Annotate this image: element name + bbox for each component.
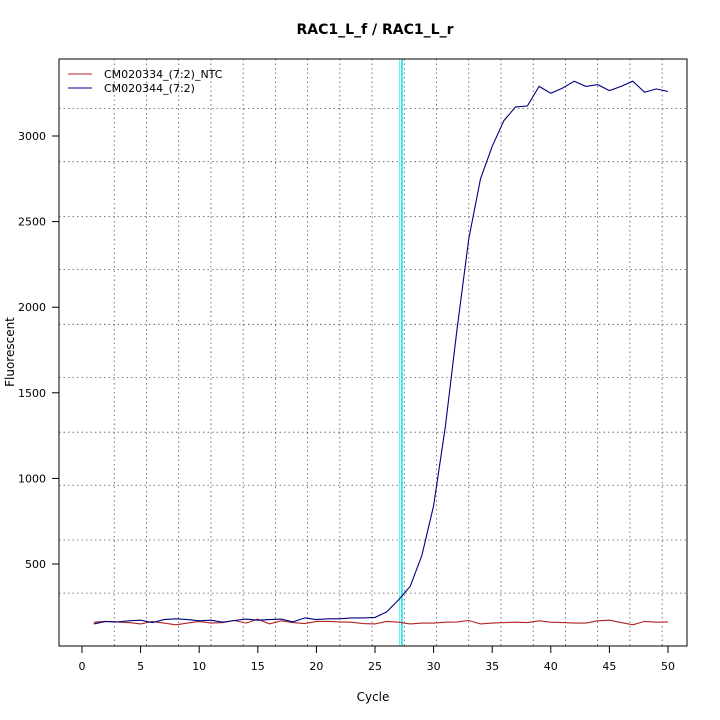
y-tick-label: 2000 <box>18 301 46 314</box>
x-tick-label: 10 <box>192 660 206 673</box>
y-axis: 500 1000 1500 2000 2500 3000 <box>18 130 60 571</box>
legend-label-1: CM020344_(7:2) <box>104 82 195 95</box>
x-tick-label: 0 <box>79 660 86 673</box>
threshold-line <box>399 59 403 646</box>
series-line-0 <box>93 618 669 626</box>
x-tick-label: 5 <box>137 660 144 673</box>
x-axis-label: Cycle <box>357 690 390 704</box>
y-tick-label: 2500 <box>18 216 46 229</box>
legend-label-0: CM020334_(7:2)_NTC <box>104 68 223 81</box>
x-tick-label: 15 <box>251 660 265 673</box>
x-tick-label: 45 <box>602 660 616 673</box>
x-tick-label: 40 <box>544 660 558 673</box>
x-tick-label: 20 <box>309 660 323 673</box>
series-line-1 <box>93 80 669 625</box>
y-tick-label: 1000 <box>18 472 46 485</box>
x-tick-label: 35 <box>485 660 499 673</box>
x-axis: 0 5 10 15 20 25 30 35 40 45 50 <box>79 645 675 673</box>
y-tick-label: 500 <box>25 558 46 571</box>
chart-title: RAC1_L_f / RAC1_L_r <box>297 22 454 38</box>
x-tick-label: 30 <box>427 660 441 673</box>
grid-lines <box>59 59 687 646</box>
y-axis-label: Fluorescent <box>3 317 17 387</box>
x-tick-label: 25 <box>368 660 382 673</box>
y-tick-label: 3000 <box>18 130 46 143</box>
y-tick-label: 1500 <box>18 387 46 400</box>
series-layer <box>93 80 669 626</box>
x-tick-label: 50 <box>661 660 675 673</box>
